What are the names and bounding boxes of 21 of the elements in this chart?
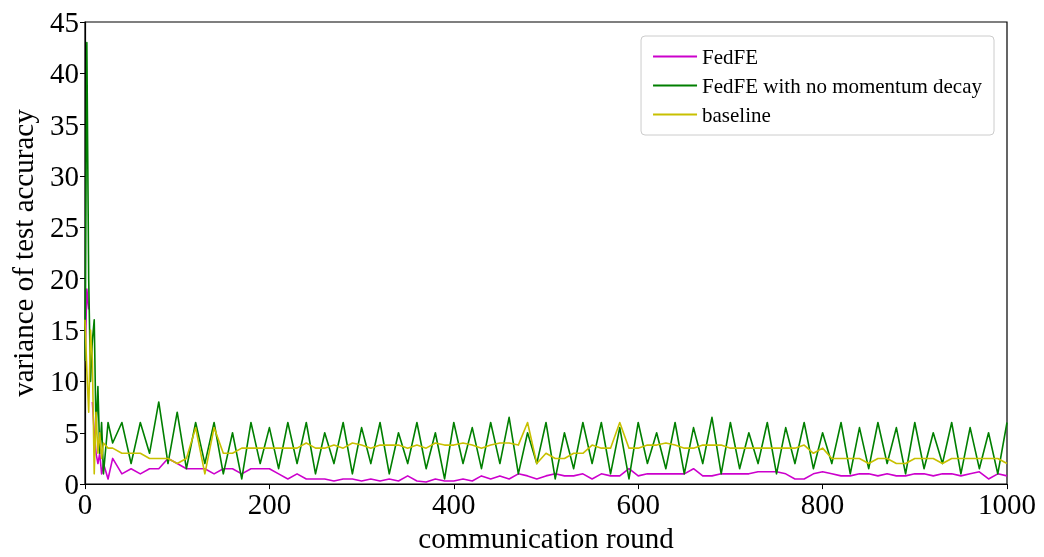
y-tick-label: 40 xyxy=(50,57,79,90)
x-tick-label: 1000 xyxy=(978,487,1036,520)
x-tick-label: 600 xyxy=(616,487,660,520)
y-tick-label: 30 xyxy=(50,160,79,193)
legend-label: baseline xyxy=(702,102,771,127)
x-axis-title: communication round xyxy=(418,521,675,554)
x-tick-label: 200 xyxy=(247,487,292,520)
y-tick-label: 35 xyxy=(50,108,79,141)
line-series xyxy=(84,319,1008,475)
line-series xyxy=(84,41,1008,480)
y-tick-label: 25 xyxy=(50,211,79,244)
x-tick-label: 400 xyxy=(432,487,476,520)
y-tick-label: 20 xyxy=(50,262,79,295)
x-tick-label: 800 xyxy=(800,487,845,520)
y-tick-label: 15 xyxy=(50,314,79,347)
legend-label: FedFE with no momentum decay xyxy=(702,73,983,98)
legend-label: FedFE xyxy=(702,44,759,69)
y-tick-label: 10 xyxy=(50,365,79,398)
y-tick-label: 5 xyxy=(64,416,79,449)
y-tick-label: 45 xyxy=(50,6,79,38)
y-axis-title: variance of test accuracy xyxy=(6,108,39,397)
